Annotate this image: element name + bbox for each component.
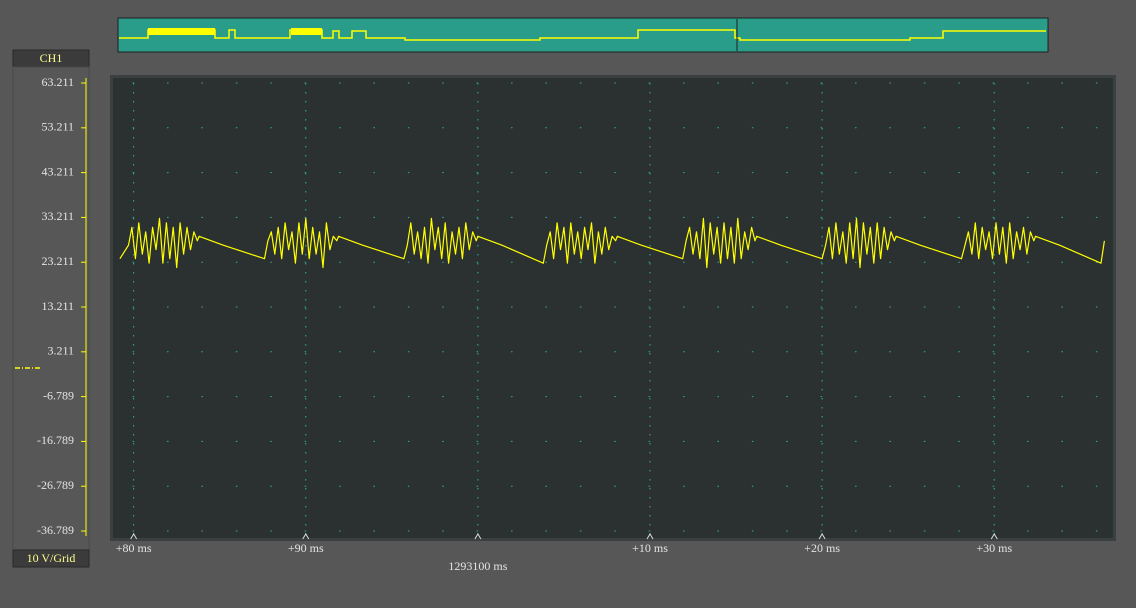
y-tick-label: 53.211: [41, 120, 74, 134]
plot-area: [113, 78, 1113, 538]
channel-label: CH1: [40, 51, 63, 65]
axis-panel: [12, 66, 90, 551]
x-origin-label: 1293100 ms: [448, 559, 507, 573]
y-tick-label: 33.211: [41, 209, 74, 223]
y-tick-label: 23.211: [41, 254, 74, 268]
x-tick-mark: [990, 533, 998, 540]
y-tick-label: 13.211: [41, 299, 74, 313]
x-tick-label: +80 ms: [116, 541, 152, 555]
x-tick-mark: [646, 533, 654, 540]
trace-layer: [119, 217, 1105, 269]
x-tick-label: +30 ms: [976, 541, 1012, 555]
y-tick-label: -36.789: [37, 523, 74, 537]
overview-trace: [119, 29, 1046, 41]
y-tick-label: 43.211: [41, 164, 74, 178]
waveform: [119, 217, 1105, 269]
overview-burst: [148, 28, 215, 35]
overview-burst: [291, 28, 322, 35]
y-tick-label: -6.789: [43, 388, 74, 402]
y-tick-label: 63.211: [41, 75, 74, 89]
overview-bar[interactable]: [117, 17, 1049, 53]
x-tick-mark: [474, 533, 482, 540]
x-tick-label: +90 ms: [288, 541, 324, 555]
scale-label: 10 V/Grid: [27, 551, 76, 565]
x-tick-label: +20 ms: [804, 541, 840, 555]
x-tick-mark: [818, 533, 826, 540]
y-tick-label: -16.789: [37, 433, 74, 447]
y-tick-label: -26.789: [37, 478, 74, 492]
x-tick-label: +10 ms: [632, 541, 668, 555]
x-tick-mark: [302, 533, 310, 540]
y-tick-label: 3.211: [47, 344, 74, 358]
scale-box[interactable]: [12, 549, 90, 568]
x-tick-mark: [130, 533, 138, 540]
grid: [132, 82, 1113, 534]
